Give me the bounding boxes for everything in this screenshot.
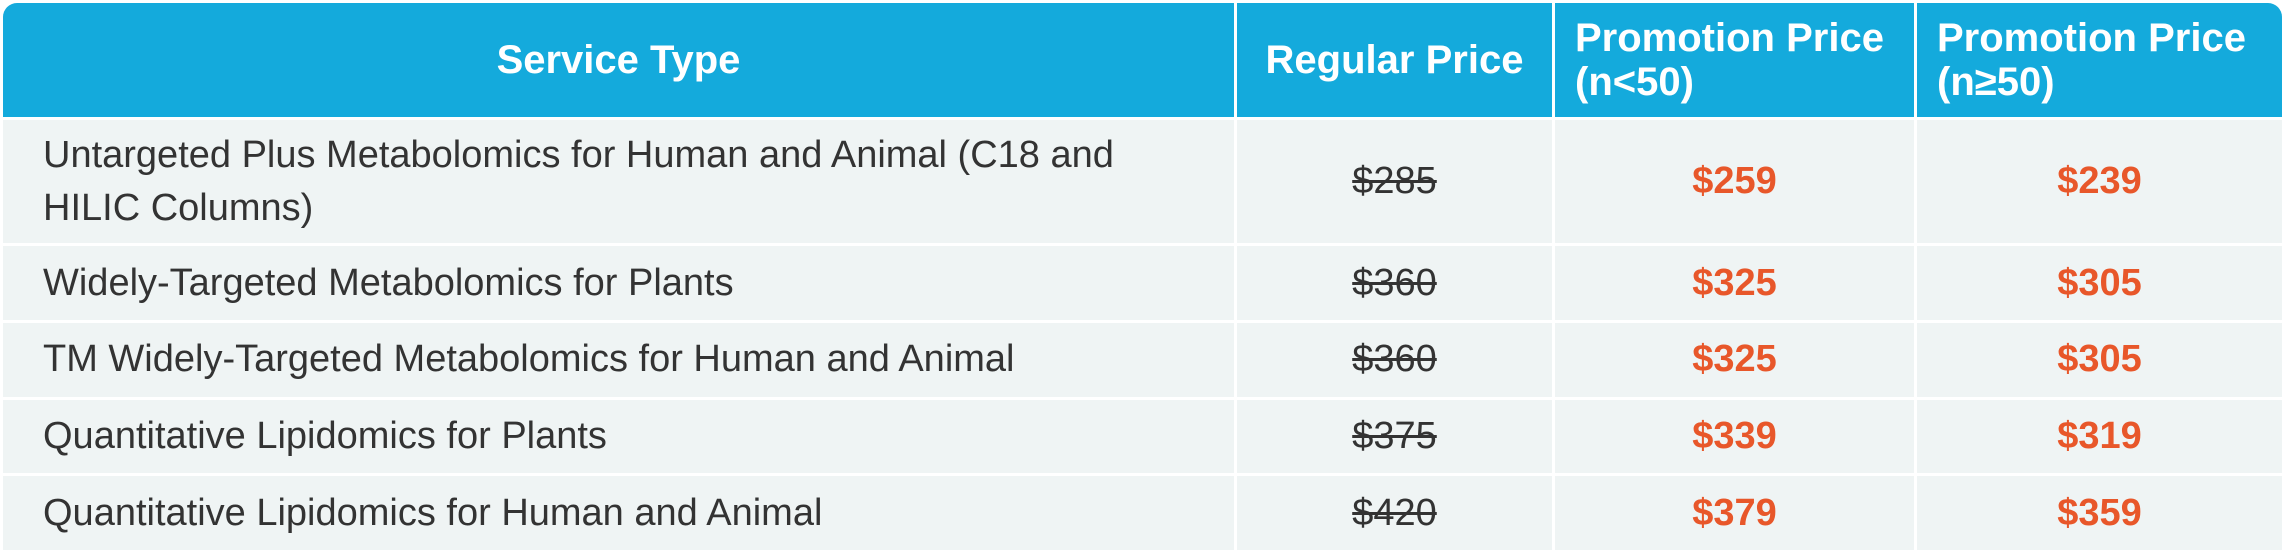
service-name-cell: Untargeted Plus Metabolomics for Human a… — [3, 120, 1234, 244]
table-row: Widely-Targeted Metabolomics for Plants … — [3, 246, 2282, 321]
promo-price-lt50-cell: $259 — [1555, 120, 1914, 244]
regular-price-cell: $360 — [1237, 246, 1552, 321]
header-promo-price-lt50: Promotion Price (n<50) — [1555, 3, 1914, 117]
table-row: Quantitative Lipidomics for Human and An… — [3, 476, 2282, 550]
header-service-type: Service Type — [3, 3, 1234, 117]
table-row: Untargeted Plus Metabolomics for Human a… — [3, 120, 2282, 244]
service-name-cell: Quantitative Lipidomics for Plants — [3, 399, 1234, 474]
table-row: TM Widely-Targeted Metabolomics for Huma… — [3, 323, 2282, 397]
regular-price-cell: $285 — [1237, 120, 1552, 244]
promo-price-ge50-cell: $359 — [1917, 476, 2282, 550]
header-promo-price-ge50: Promotion Price (n≥50) — [1917, 3, 2282, 117]
regular-price-cell: $360 — [1237, 323, 1552, 397]
service-name-cell: Quantitative Lipidomics for Human and An… — [3, 476, 1234, 550]
promo-price-ge50-cell: $305 — [1917, 246, 2282, 321]
promo-price-lt50-cell: $325 — [1555, 323, 1914, 397]
promo-price-lt50-cell: $339 — [1555, 399, 1914, 474]
promo-price-ge50-cell: $319 — [1917, 399, 2282, 474]
service-name-cell: TM Widely-Targeted Metabolomics for Huma… — [3, 323, 1234, 397]
header-regular-price: Regular Price — [1237, 3, 1552, 117]
promo-price-lt50-cell: $379 — [1555, 476, 1914, 550]
promo-price-lt50-cell: $325 — [1555, 246, 1914, 321]
table-row: Quantitative Lipidomics for Plants $375 … — [3, 399, 2282, 474]
promo-price-ge50-cell: $305 — [1917, 323, 2282, 397]
promo-price-ge50-cell: $239 — [1917, 120, 2282, 244]
regular-price-cell: $375 — [1237, 399, 1552, 474]
table-header-row: Service Type Regular Price Promotion Pri… — [3, 3, 2282, 117]
service-name-cell: Widely-Targeted Metabolomics for Plants — [3, 246, 1234, 321]
regular-price-cell: $420 — [1237, 476, 1552, 550]
